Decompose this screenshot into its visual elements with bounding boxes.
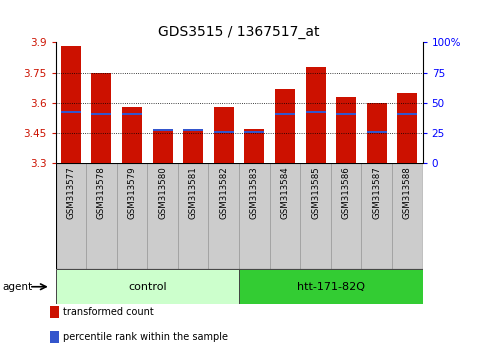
Bar: [50, 331, 59, 343]
Bar: [183, 129, 203, 163]
Bar: [50, 306, 59, 318]
Bar: [153, 129, 172, 131]
Text: GSM313583: GSM313583: [250, 166, 259, 219]
Text: GSM313581: GSM313581: [189, 166, 198, 219]
Text: GSM313585: GSM313585: [311, 166, 320, 219]
Bar: [275, 113, 295, 115]
Bar: [178, 163, 209, 269]
Bar: [336, 97, 356, 163]
Bar: [214, 107, 234, 163]
Bar: [367, 131, 387, 133]
Bar: [244, 129, 264, 163]
Text: GSM313577: GSM313577: [66, 166, 75, 219]
Bar: [306, 111, 326, 113]
Bar: [91, 113, 112, 115]
Bar: [147, 163, 178, 269]
Bar: [86, 163, 117, 269]
Bar: [122, 107, 142, 163]
Text: GSM313580: GSM313580: [158, 166, 167, 219]
Text: GSM313587: GSM313587: [372, 166, 381, 219]
Bar: [122, 113, 142, 115]
Bar: [300, 163, 331, 269]
Bar: [361, 163, 392, 269]
Bar: [367, 103, 387, 163]
Bar: [398, 93, 417, 163]
Text: GSM313582: GSM313582: [219, 166, 228, 219]
Bar: [209, 163, 239, 269]
Bar: [398, 113, 417, 115]
Bar: [91, 73, 112, 163]
Text: GSM313586: GSM313586: [341, 166, 351, 219]
Bar: [239, 163, 270, 269]
Bar: [61, 46, 81, 163]
Text: GSM313579: GSM313579: [128, 166, 137, 219]
Text: agent: agent: [2, 282, 32, 292]
Bar: [214, 131, 234, 133]
Bar: [244, 131, 264, 133]
Bar: [239, 269, 423, 304]
Title: GDS3515 / 1367517_at: GDS3515 / 1367517_at: [158, 25, 320, 39]
Text: GSM313588: GSM313588: [403, 166, 412, 219]
Bar: [336, 113, 356, 115]
Bar: [270, 163, 300, 269]
Bar: [392, 163, 423, 269]
Bar: [331, 163, 361, 269]
Bar: [61, 111, 81, 113]
Text: transformed count: transformed count: [63, 307, 154, 317]
Bar: [275, 88, 295, 163]
Text: percentile rank within the sample: percentile rank within the sample: [63, 332, 228, 342]
Bar: [153, 131, 172, 163]
Text: htt-171-82Q: htt-171-82Q: [297, 282, 365, 292]
Bar: [117, 163, 147, 269]
Text: GSM313584: GSM313584: [281, 166, 289, 219]
Text: control: control: [128, 282, 167, 292]
Bar: [56, 163, 86, 269]
Bar: [306, 67, 326, 163]
Bar: [56, 269, 239, 304]
Bar: [183, 129, 203, 131]
Text: GSM313578: GSM313578: [97, 166, 106, 219]
